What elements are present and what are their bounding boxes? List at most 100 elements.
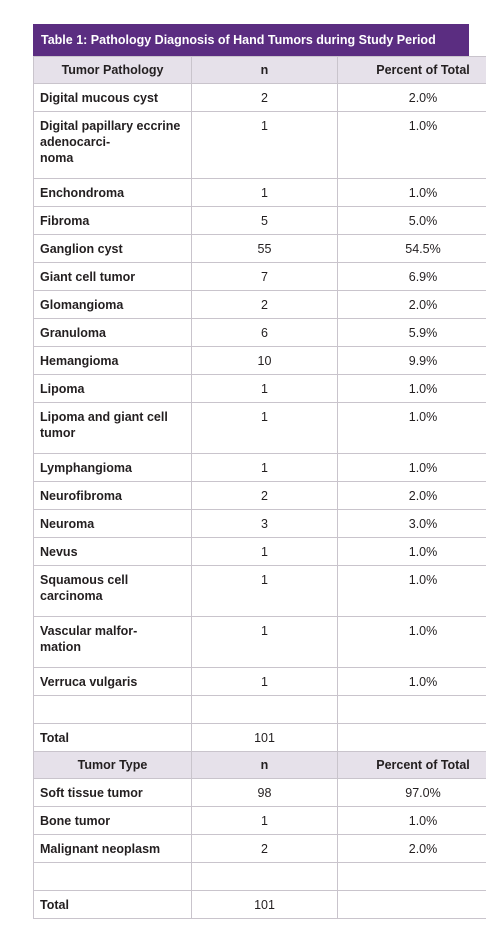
pathology-table: Tumor Pathology n Percent of Total Digit… (33, 56, 486, 919)
row-n: 10 (191, 346, 338, 375)
table-row: Glomangioma 2 2.0% (33, 290, 486, 319)
row-percent: 1.0% (337, 453, 486, 482)
row-label: Nevus (33, 537, 192, 566)
row-label: Malignant neoplasm (33, 834, 192, 863)
row-n: 2 (191, 290, 338, 319)
row-percent: 1.0% (337, 111, 486, 179)
column-header-n: n (191, 56, 338, 84)
row-percent: 6.9% (337, 262, 486, 291)
table-row: Verruca vulgaris 1 1.0% (33, 667, 486, 696)
row-n: 1 (191, 111, 338, 179)
row-percent: 1.0% (337, 565, 486, 617)
row-percent: 1.0% (337, 402, 486, 454)
row-n: 1 (191, 453, 338, 482)
row-n: 1 (191, 667, 338, 696)
blank-cell (191, 695, 338, 724)
row-n: 1 (191, 537, 338, 566)
row-n: 5 (191, 206, 338, 235)
row-label: Lipoma and giant cell tumor (33, 402, 192, 454)
total-label: Total (33, 723, 192, 752)
column-header-percent: Percent of Total (337, 56, 486, 84)
table-row: Fibroma 5 5.0% (33, 206, 486, 235)
table-row: Ganglion cyst 55 54.5% (33, 234, 486, 263)
header-row-pathology: Tumor Pathology n Percent of Total (33, 56, 486, 84)
total-label: Total (33, 890, 192, 919)
table-row: Lymphangioma 1 1.0% (33, 453, 486, 482)
blank-cell (33, 862, 192, 891)
row-percent: 2.0% (337, 290, 486, 319)
row-n: 1 (191, 616, 338, 668)
table-row: Lipoma and giant cell tumor 1 1.0% (33, 402, 486, 454)
row-label: Digital mucous cyst (33, 83, 192, 112)
row-n: 98 (191, 778, 338, 807)
table-row: Giant cell tumor 7 6.9% (33, 262, 486, 291)
row-n: 55 (191, 234, 338, 263)
table-row: Vascular malfor-mation 1 1.0% (33, 616, 486, 668)
row-percent: 2.0% (337, 83, 486, 112)
row-percent: 1.0% (337, 667, 486, 696)
blank-row (33, 695, 486, 724)
blank-row (33, 862, 486, 891)
table-row: Granuloma 6 5.9% (33, 318, 486, 347)
row-label: Hemangioma (33, 346, 192, 375)
table-row: Neurofibroma 2 2.0% (33, 481, 486, 510)
row-n: 1 (191, 178, 338, 207)
table-row: Digital mucous cyst 2 2.0% (33, 83, 486, 112)
table-row: Bone tumor 1 1.0% (33, 806, 486, 835)
row-percent: 2.0% (337, 481, 486, 510)
row-percent: 1.0% (337, 178, 486, 207)
row-percent: 3.0% (337, 509, 486, 538)
row-label: Vascular malfor-mation (33, 616, 192, 668)
row-label: Fibroma (33, 206, 192, 235)
column-header-percent: Percent of Total (337, 751, 486, 779)
row-label: Ganglion cyst (33, 234, 192, 263)
row-label: Soft tissue tumor (33, 778, 192, 807)
table-container: Table 1: Pathology Diagnosis of Hand Tum… (33, 24, 486, 919)
table-row: Enchondroma 1 1.0% (33, 178, 486, 207)
row-percent: 1.0% (337, 537, 486, 566)
column-header-tumor-type: Tumor Type (33, 751, 192, 779)
row-n: 1 (191, 565, 338, 617)
table-row: Malignant neoplasm 2 2.0% (33, 834, 486, 863)
table-row: Squamous cell carcinoma 1 1.0% (33, 565, 486, 617)
row-percent: 1.0% (337, 806, 486, 835)
table-row: Hemangioma 10 9.9% (33, 346, 486, 375)
row-label: Digital papillary eccrine adenocarci-nom… (33, 111, 192, 179)
row-label: Neurofibroma (33, 481, 192, 510)
row-percent: 5.9% (337, 318, 486, 347)
total-percent (337, 723, 486, 752)
row-n: 1 (191, 374, 338, 403)
row-n: 2 (191, 481, 338, 510)
row-percent: 2.0% (337, 834, 486, 863)
row-label: Bone tumor (33, 806, 192, 835)
row-n: 6 (191, 318, 338, 347)
row-label: Granuloma (33, 318, 192, 347)
table-row: Lipoma 1 1.0% (33, 374, 486, 403)
table-row: Digital papillary eccrine adenocarci-nom… (33, 111, 486, 179)
row-n: 2 (191, 834, 338, 863)
blank-cell (337, 695, 486, 724)
blank-cell (337, 862, 486, 891)
row-label: Lymphangioma (33, 453, 192, 482)
row-percent: 97.0% (337, 778, 486, 807)
total-row-type: Total 101 (33, 890, 486, 919)
total-n: 101 (191, 890, 338, 919)
table-title: Table 1: Pathology Diagnosis of Hand Tum… (33, 24, 469, 56)
row-label: Enchondroma (33, 178, 192, 207)
row-label: Lipoma (33, 374, 192, 403)
table-row: Soft tissue tumor 98 97.0% (33, 778, 486, 807)
blank-cell (191, 862, 338, 891)
row-n: 7 (191, 262, 338, 291)
total-percent (337, 890, 486, 919)
row-n: 1 (191, 806, 338, 835)
row-n: 1 (191, 402, 338, 454)
table-row: Neuroma 3 3.0% (33, 509, 486, 538)
row-percent: 1.0% (337, 616, 486, 668)
row-label: Neuroma (33, 509, 192, 538)
row-percent: 5.0% (337, 206, 486, 235)
header-row-type: Tumor Type n Percent of Total (33, 751, 486, 779)
row-label: Verruca vulgaris (33, 667, 192, 696)
column-header-tumor-pathology: Tumor Pathology (33, 56, 192, 84)
row-n: 2 (191, 83, 338, 112)
row-percent: 9.9% (337, 346, 486, 375)
